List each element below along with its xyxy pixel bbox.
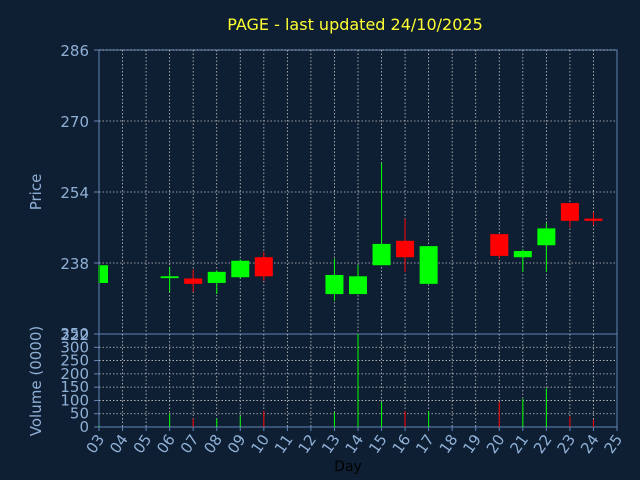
volume-axis-label: Volume (0000)	[27, 326, 45, 436]
candle-body	[207, 271, 226, 283]
price-axis-label: Price	[27, 174, 45, 211]
candle-body	[490, 234, 509, 256]
candle-body	[325, 274, 344, 295]
x-tick-label: 07	[177, 431, 203, 457]
volume-tick-label: 200	[60, 365, 89, 383]
candle-body	[349, 276, 367, 295]
chart-title: PAGE - last updated 24/10/2025	[227, 15, 483, 34]
x-tick-label: 08	[200, 431, 226, 457]
price-tick-label: 222	[60, 326, 89, 344]
x-axis-label: Day	[334, 459, 362, 475]
x-axis: 0304050607080910111213141516171819202122…	[83, 427, 627, 457]
x-tick-label: 10	[247, 431, 273, 457]
price-tick-label: 238	[60, 255, 89, 273]
x-tick-label: 21	[506, 431, 532, 457]
candle-body	[160, 276, 179, 279]
volume-tick-label: 350	[60, 325, 89, 343]
volume-tick-label: 250	[60, 352, 89, 370]
candle-body	[254, 257, 273, 277]
x-tick-label: 09	[224, 431, 250, 457]
candle-body	[537, 228, 556, 246]
volume-tick-label: 100	[60, 391, 89, 409]
candle-body	[396, 240, 415, 258]
price-tick-label: 270	[60, 113, 89, 131]
candle-body	[184, 278, 203, 284]
x-tick-label: 15	[365, 431, 391, 457]
volume-tick-label: 0	[79, 418, 89, 436]
x-tick-label: 12	[294, 431, 320, 457]
price-panel: 222 238 254 270 286	[60, 42, 618, 344]
volume-tick-label: 300	[60, 338, 89, 356]
x-tick-label: 16	[389, 431, 415, 457]
x-tick-label: 23	[553, 431, 579, 457]
x-tick-label: 14	[342, 431, 368, 457]
price-tick-label: 286	[60, 42, 89, 60]
x-tick-label: 20	[483, 431, 509, 457]
x-tick-label: 25	[601, 431, 627, 457]
x-tick-label: 06	[153, 431, 179, 457]
candle-body	[419, 246, 438, 284]
x-tick-label: 19	[459, 431, 485, 457]
candle-body	[560, 203, 579, 221]
x-tick-label: 05	[130, 431, 156, 457]
x-tick-label: 22	[530, 431, 556, 457]
x-tick-label: 11	[271, 431, 297, 457]
volume-tick-label: 50	[70, 405, 89, 423]
candle-body	[231, 260, 250, 278]
x-tick-label: 13	[318, 431, 344, 457]
x-tick-label: 24	[577, 431, 603, 457]
price-tick-label: 254	[60, 184, 89, 202]
x-tick-label: 17	[412, 431, 438, 457]
volume-tick-label: 150	[60, 378, 89, 396]
candle-body	[513, 251, 532, 258]
candle-body	[372, 243, 391, 266]
candle-body	[100, 265, 108, 283]
candle-body	[584, 218, 603, 221]
x-tick-label: 18	[436, 431, 462, 457]
x-tick-label: 04	[106, 431, 132, 457]
